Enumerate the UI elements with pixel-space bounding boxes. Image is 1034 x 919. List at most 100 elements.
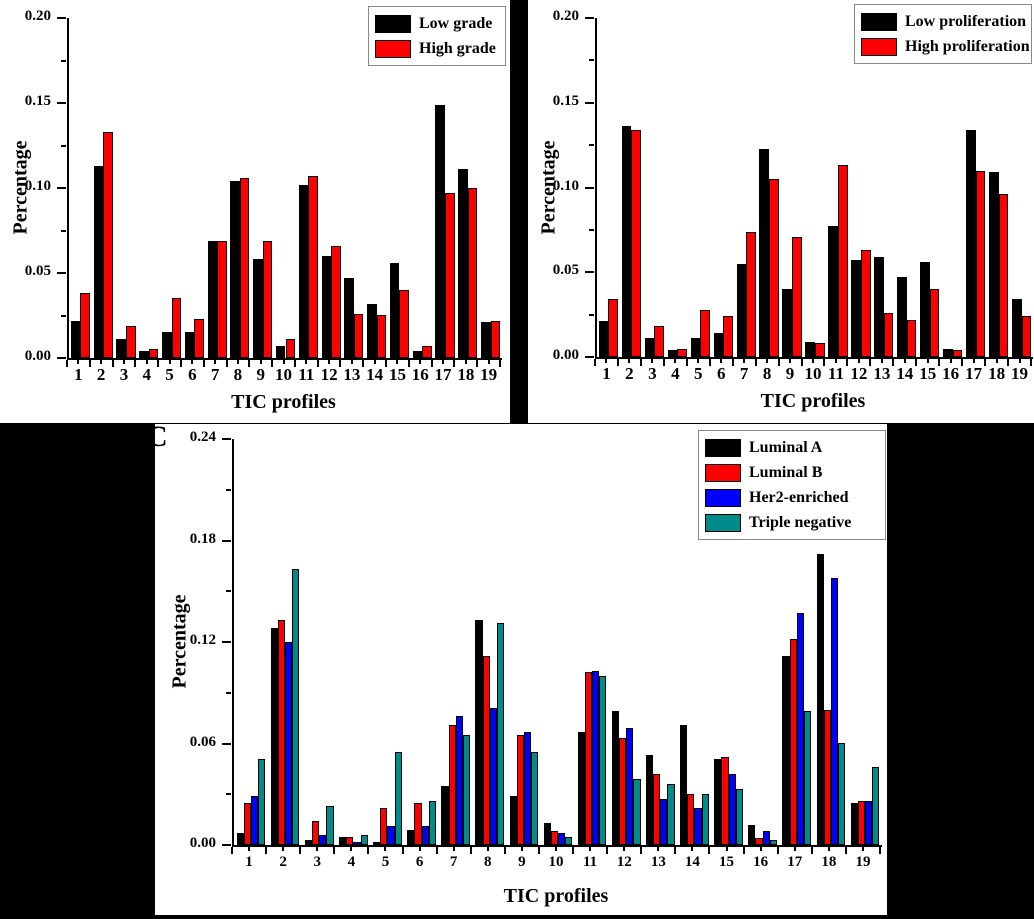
x-minor-tick xyxy=(214,360,217,364)
x-minor-tick xyxy=(857,359,860,363)
y-major-tick xyxy=(585,186,594,189)
bar xyxy=(872,767,880,845)
x-category-label: 3 xyxy=(119,365,129,384)
x-major-tick xyxy=(333,847,336,854)
x-minor-tick xyxy=(759,847,762,851)
y-tick-label: 0.20 xyxy=(552,8,579,24)
bar xyxy=(701,794,709,845)
x-category-label: 9 xyxy=(518,854,526,870)
bar xyxy=(360,835,368,845)
bar xyxy=(660,799,668,845)
legend: Luminal A Luminal B Her2-enriched Triple ne… xyxy=(698,430,886,540)
x-major-tick xyxy=(742,847,745,854)
x-minor-tick xyxy=(880,359,883,363)
bar xyxy=(422,346,432,358)
x-major-tick xyxy=(754,359,757,366)
legend-swatch xyxy=(861,37,897,56)
bar xyxy=(823,710,831,845)
legend-label: Low proliferation xyxy=(905,12,1027,30)
legend-swatch xyxy=(861,12,897,31)
x-category-label: 4 xyxy=(671,364,680,383)
bar xyxy=(1021,316,1032,357)
x-category-label: 1 xyxy=(74,365,83,384)
x-major-tick xyxy=(271,360,274,367)
bar xyxy=(965,130,976,357)
bar xyxy=(412,351,423,358)
bar xyxy=(897,277,907,357)
bar xyxy=(308,176,318,358)
bar xyxy=(769,840,777,845)
x-major-tick xyxy=(674,847,677,854)
x-minor-tick xyxy=(623,847,626,851)
x-minor-tick xyxy=(766,359,769,363)
bar xyxy=(304,840,313,845)
x-minor-tick xyxy=(926,359,929,363)
bar xyxy=(441,786,449,845)
x-minor-tick xyxy=(628,359,631,363)
bar xyxy=(148,349,159,358)
x-minor-tick xyxy=(168,360,171,364)
y-tick-label: 0.05 xyxy=(24,263,51,279)
y-minor-tick xyxy=(589,228,594,231)
bar xyxy=(857,801,865,845)
chart-panel-proliferation: 0.00 0.05 0.10 0.15 0.20 1 2 3 4 5 6 7 8 9 10 11 12 13 14 1… xyxy=(528,0,1034,423)
x-major-tick xyxy=(616,359,619,366)
y-minor-tick xyxy=(61,229,66,232)
bar xyxy=(598,321,609,357)
bar xyxy=(735,789,743,845)
bar xyxy=(782,289,793,357)
bar xyxy=(883,313,894,357)
x-category-label: 7 xyxy=(449,854,458,870)
x-category-label: 8 xyxy=(762,364,772,383)
bar xyxy=(565,837,573,845)
bar xyxy=(748,825,756,845)
x-minor-tick xyxy=(651,359,654,363)
bar xyxy=(998,194,1009,357)
y-major-tick xyxy=(585,271,594,274)
x-category-label: 6 xyxy=(415,854,424,870)
bar xyxy=(816,554,824,845)
bar xyxy=(631,130,642,357)
bar xyxy=(70,321,81,358)
bar xyxy=(339,837,347,845)
legend-item: High proliferation xyxy=(861,34,1030,59)
x-category-label: 11 xyxy=(298,365,315,384)
x-category-label: 13 xyxy=(343,365,361,384)
bar xyxy=(80,293,90,358)
x-category-label: 10 xyxy=(275,365,292,384)
y-minor-tick xyxy=(226,590,231,593)
x-minor-tick xyxy=(282,847,285,851)
bar xyxy=(830,578,838,845)
bar xyxy=(321,256,332,358)
x-major-tick xyxy=(892,359,895,366)
x-minor-tick xyxy=(419,360,422,364)
bar xyxy=(592,671,600,845)
x-category-label: 15 xyxy=(719,854,735,870)
bar xyxy=(906,320,917,357)
x-category-label: 1 xyxy=(245,854,253,870)
x-major-tick xyxy=(503,847,506,854)
bar xyxy=(387,826,395,845)
x-minor-tick xyxy=(555,847,557,851)
bar xyxy=(531,752,539,845)
x-major-tick xyxy=(1007,359,1010,366)
x-category-label: 12 xyxy=(850,364,868,383)
bar xyxy=(721,757,729,845)
x-category-label: 16 xyxy=(411,365,429,384)
y-minor-tick xyxy=(589,59,594,62)
x-major-tick xyxy=(1030,359,1032,366)
legend-swatch xyxy=(705,463,741,482)
x-category-label: 5 xyxy=(165,365,174,384)
y-tick-label: 0.20 xyxy=(24,8,51,24)
x-minor-tick xyxy=(418,847,421,851)
x-major-tick xyxy=(401,847,404,854)
x-category-label: 8 xyxy=(484,854,492,870)
x-major-tick xyxy=(685,359,688,366)
bar xyxy=(759,149,770,357)
x-category-label: 9 xyxy=(256,365,265,384)
x-minor-tick xyxy=(316,847,319,851)
x-major-tick xyxy=(869,359,872,366)
y-major-tick xyxy=(222,844,231,846)
x-minor-tick xyxy=(77,360,80,364)
x-category-label: 12 xyxy=(320,365,338,384)
